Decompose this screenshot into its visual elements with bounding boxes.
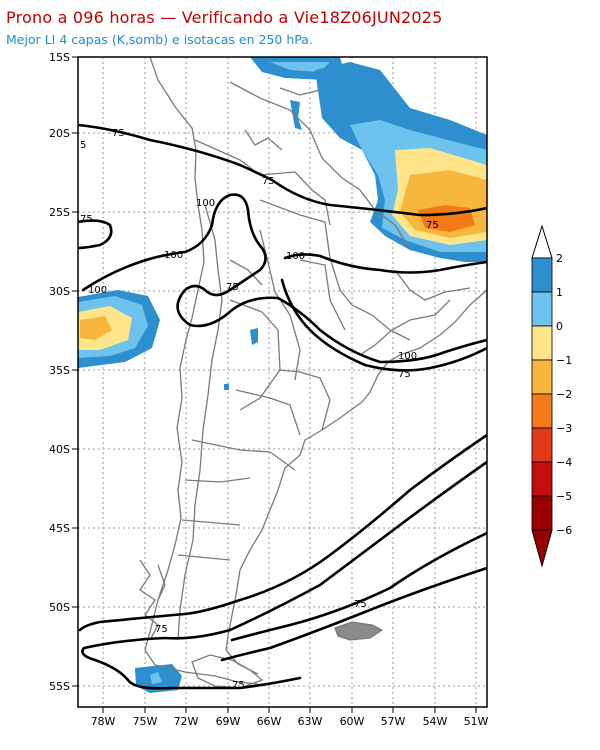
colorbar-label: −3 xyxy=(556,422,572,435)
contour-label: 100 xyxy=(196,198,215,209)
colorbar-cell xyxy=(531,325,553,361)
colorbar-label: 0 xyxy=(556,320,563,333)
contour-label: 75 xyxy=(426,220,439,231)
map-title: Prono a 096 horas — Verificando a Vie18Z… xyxy=(6,8,443,27)
contour-label: 75 xyxy=(232,680,245,691)
contour-label: 75 xyxy=(262,176,275,187)
colorbar-label: −6 xyxy=(556,524,572,537)
contour-labels: 75 5 75 100 75 100 100 75 100 75 100 75 … xyxy=(80,128,439,691)
colorbar-label: 2 xyxy=(556,252,563,265)
colorbar-cell xyxy=(531,427,553,463)
colorbar-cell xyxy=(531,359,553,395)
lon-label: 72W xyxy=(174,715,199,728)
colorbar-label: −5 xyxy=(556,490,572,503)
contour-label: 5 xyxy=(80,140,86,151)
lat-label: 55S xyxy=(49,680,70,693)
colorbar-label: −4 xyxy=(556,456,572,469)
colorbar-cell xyxy=(531,495,553,531)
longitude-axis xyxy=(102,707,477,713)
colorbar-label: −2 xyxy=(556,388,572,401)
colorbar-cell xyxy=(531,291,553,327)
colorbar-label: −1 xyxy=(556,354,572,367)
colorbar: 2 1 0 −1 −2 −3 −4 −5 −6 xyxy=(531,224,572,568)
lon-label: 78W xyxy=(91,715,116,728)
lon-label: 75W xyxy=(133,715,158,728)
contour-label: 75 xyxy=(80,214,93,225)
lon-label: 66W xyxy=(257,715,282,728)
colorbar-cell xyxy=(531,393,553,429)
contour-label: 100 xyxy=(286,251,305,262)
lat-label: 45S xyxy=(49,522,70,535)
map-frame xyxy=(77,56,488,708)
latitude-axis xyxy=(72,56,78,687)
lon-label: 57W xyxy=(381,715,406,728)
colorbar-cell xyxy=(531,257,553,293)
contour-label: 75 xyxy=(226,282,239,293)
lat-label: 25S xyxy=(49,206,70,219)
lon-label: 51W xyxy=(464,715,489,728)
colorbar-top-arrow xyxy=(531,224,553,259)
contour-label: 75 xyxy=(398,369,411,380)
colorbar-label: 1 xyxy=(556,286,563,299)
contour-label: 75 xyxy=(354,599,367,610)
lon-label: 63W xyxy=(298,715,323,728)
lat-label: 35S xyxy=(49,364,70,377)
colorbar-cell xyxy=(531,461,553,497)
lon-label: 54W xyxy=(423,715,448,728)
lat-label: 20S xyxy=(49,127,70,140)
isotach-contours xyxy=(78,123,487,690)
lat-label: 30S xyxy=(49,285,70,298)
lat-label: 40S xyxy=(49,443,70,456)
li-shading xyxy=(78,57,487,693)
lat-label: 15S xyxy=(49,51,70,64)
contour-label: 75 xyxy=(155,624,168,635)
colorbar-bottom-arrow xyxy=(531,529,553,568)
lon-label: 60W xyxy=(340,715,365,728)
contour-label: 100 xyxy=(164,250,183,261)
contour-label: 100 xyxy=(88,285,107,296)
coastlines-borders xyxy=(139,57,487,689)
map-subtitle: Mejor LI 4 capas (K,somb) e isotacas en … xyxy=(6,32,313,47)
lon-label: 69W xyxy=(216,715,241,728)
contour-label: 100 xyxy=(398,351,417,362)
lat-label: 50S xyxy=(49,601,70,614)
contour-label: 75 xyxy=(112,128,125,139)
